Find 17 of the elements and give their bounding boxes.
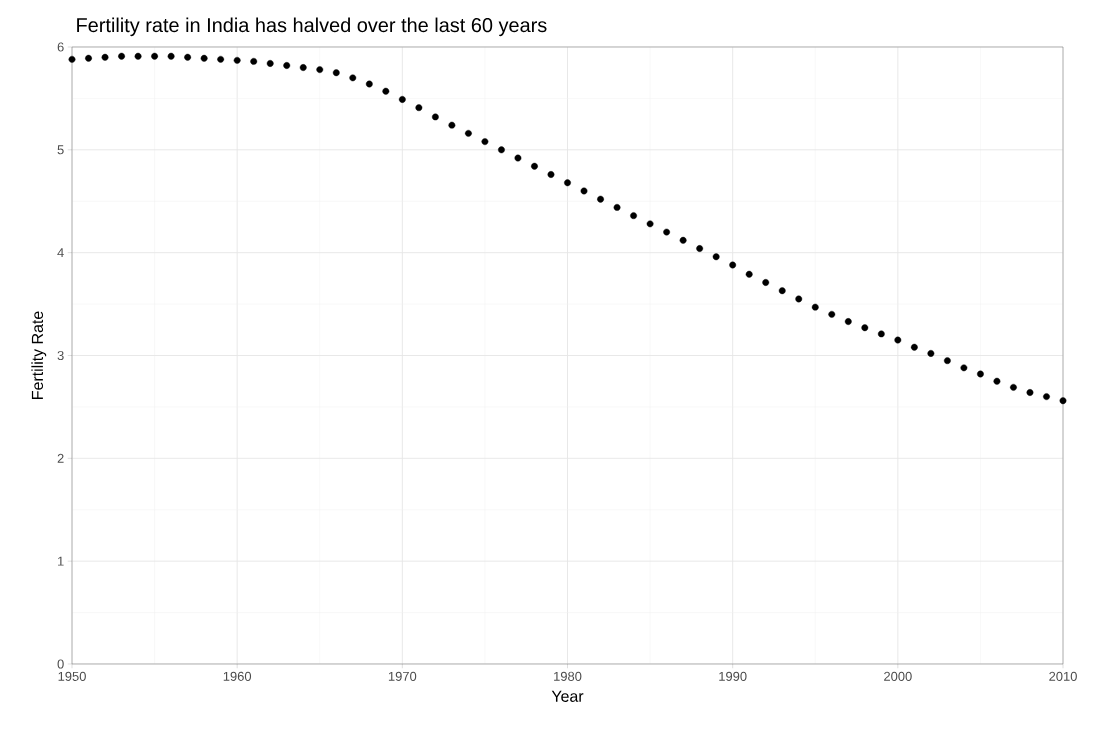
y-tick-label: 5	[57, 145, 64, 155]
x-axis-title: Year	[551, 690, 584, 702]
y-axis-title: Fertility Rate	[31, 311, 47, 399]
x-tick-label: 2000	[884, 671, 912, 681]
chart-title: Fertility rate in India has halved over the last 60 years	[77, 17, 547, 37]
y-tick-label: 2	[57, 453, 64, 463]
y-tick-label: 3	[57, 350, 64, 361]
x-tick-label: 1960	[223, 671, 252, 681]
x-tick-label: 1950	[58, 671, 86, 681]
y-tick-label: 1	[58, 556, 64, 566]
y-tick-label: 4	[57, 248, 64, 258]
x-tick-label: 1970	[388, 671, 417, 681]
x-tick-label: 2010	[1049, 671, 1077, 681]
x-tick-label: 1990	[719, 671, 747, 681]
x-tick-label: 1980	[554, 671, 582, 681]
y-tick-label: 0	[57, 659, 64, 669]
y-tick-label: 6	[57, 42, 64, 52]
